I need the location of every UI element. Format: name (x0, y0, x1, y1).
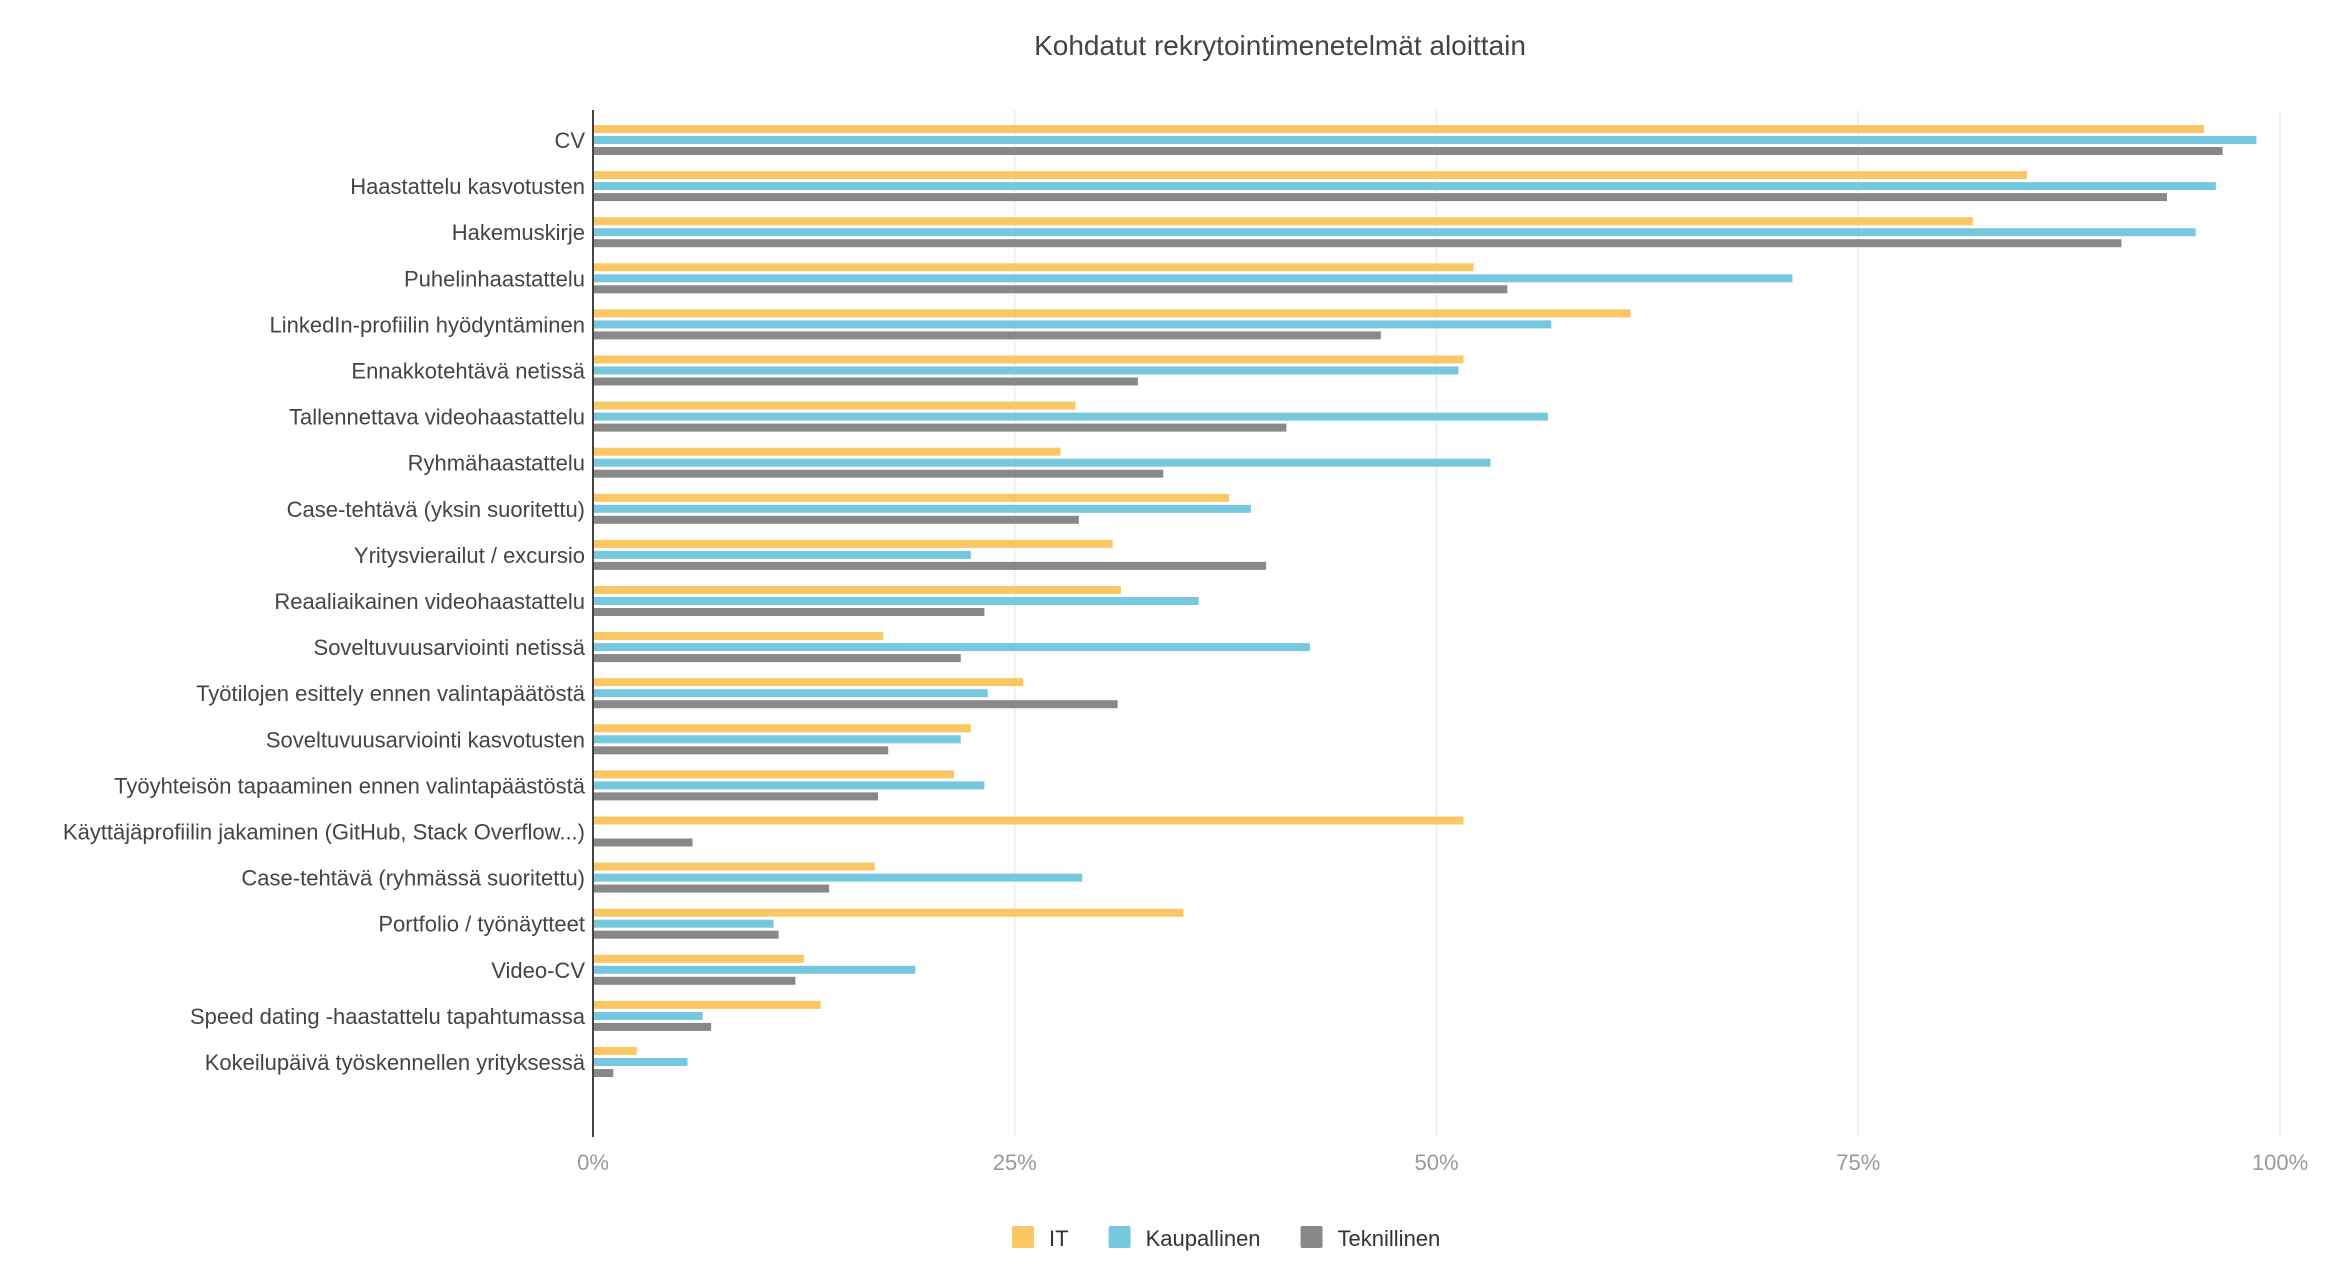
category-label: Käyttäjäprofiilin jakaminen (GitHub, Sta… (63, 820, 585, 845)
category-label: Ennakkotehtävä netissä (351, 359, 585, 384)
legend-item-teknillinen[interactable]: Teknillinen (1300, 1226, 1441, 1251)
bar-it-0 (594, 125, 2205, 133)
bar-kaupallinen-16 (594, 873, 1083, 882)
bar-it-16 (594, 862, 875, 871)
bar-it-15 (594, 816, 1464, 825)
category-label: Soveltuvuusarviointi netissä (314, 635, 586, 660)
bar-kaupallinen-17 (594, 919, 774, 928)
bar-teknillinen-1 (594, 193, 2167, 202)
legend-item-kaupallinen[interactable]: Kaupallinen (1108, 1226, 1261, 1251)
bar-teknillinen-20 (594, 1069, 614, 1077)
bar-teknillinen-6 (594, 423, 1287, 432)
category-label: Soveltuvuusarviointi kasvotusten (266, 727, 585, 752)
bar-it-9 (594, 539, 1113, 548)
bar-kaupallinen-6 (594, 412, 1548, 421)
bar-kaupallinen-2 (594, 228, 2196, 237)
bar-it-13 (594, 724, 971, 733)
bar-kaupallinen-11 (594, 643, 1310, 652)
bar-it-18 (594, 954, 804, 963)
x-tick-label: 100% (2252, 1150, 2308, 1175)
bar-kaupallinen-4 (594, 320, 1552, 329)
bar-it-2 (594, 217, 1973, 226)
bar-teknillinen-8 (594, 515, 1079, 524)
bar-it-8 (594, 493, 1229, 502)
bar-teknillinen-2 (594, 239, 2122, 248)
bar-teknillinen-13 (594, 746, 889, 755)
bar-it-5 (594, 355, 1464, 364)
bar-kaupallinen-0 (594, 136, 2257, 144)
bar-it-10 (594, 586, 1122, 594)
category-label: Haastattelu kasvotusten (350, 174, 585, 199)
category-label: Tallennettava videohaastattelu (289, 405, 585, 430)
category-label: Ryhmähaastattelu (408, 451, 585, 476)
bar-it-17 (594, 908, 1184, 917)
bar-teknillinen-17 (594, 930, 779, 939)
category-label: Speed dating -haastattelu tapahtumassa (190, 1004, 586, 1029)
bar-teknillinen-3 (594, 285, 1508, 294)
bar-teknillinen-0 (594, 147, 2223, 155)
bar-kaupallinen-9 (594, 550, 971, 559)
legend-swatch (1300, 1226, 1323, 1248)
bar-it-11 (594, 632, 884, 641)
bar-kaupallinen-13 (594, 735, 961, 744)
bar-it-12 (594, 678, 1024, 687)
chart-title: Kohdatut rekrytointimenetelmät aloittain (1034, 30, 1526, 61)
legend-swatch (1108, 1226, 1131, 1248)
bar-kaupallinen-18 (594, 965, 916, 974)
bar-kaupallinen-1 (594, 182, 2216, 191)
bar-kaupallinen-8 (594, 504, 1251, 513)
legend-label: IT (1049, 1226, 1069, 1251)
bar-teknillinen-5 (594, 377, 1138, 386)
bar-teknillinen-16 (594, 884, 830, 893)
bar-kaupallinen-3 (594, 274, 1793, 283)
bar-kaupallinen-19 (594, 1011, 703, 1020)
bar-it-1 (594, 171, 2027, 180)
bar-it-3 (594, 263, 1474, 272)
category-label: Video-CV (491, 958, 585, 983)
bar-kaupallinen-7 (594, 458, 1491, 467)
bar-teknillinen-9 (594, 561, 1267, 570)
x-tick-label: 0% (577, 1150, 609, 1175)
bar-it-7 (594, 447, 1061, 456)
bar-teknillinen-4 (594, 331, 1381, 340)
bar-kaupallinen-10 (594, 597, 1199, 605)
bar-teknillinen-18 (594, 976, 796, 985)
category-label: Reaaliaikainen videohaastattelu (274, 589, 585, 614)
bar-kaupallinen-14 (594, 781, 985, 790)
category-label: Kokeilupäivä työskennellen yrityksessä (205, 1050, 586, 1075)
category-label: LinkedIn-profiilin hyödyntäminen (269, 312, 585, 337)
legend-item-it[interactable]: IT (1012, 1226, 1069, 1251)
x-tick-label: 25% (993, 1150, 1037, 1175)
bar-it-6 (594, 401, 1076, 410)
category-label: Case-tehtävä (yksin suoritettu) (287, 497, 585, 522)
bar-teknillinen-14 (594, 792, 879, 801)
bar-kaupallinen-12 (594, 689, 988, 698)
bar-it-4 (594, 309, 1631, 318)
legend-label: Teknillinen (1338, 1226, 1441, 1251)
x-tick-label: 75% (1836, 1150, 1880, 1175)
bar-kaupallinen-5 (594, 366, 1459, 375)
bar-teknillinen-15 (594, 838, 693, 847)
bar-it-14 (594, 770, 955, 779)
category-label: Portfolio / työnäytteet (378, 912, 585, 937)
category-label: Työtilojen esittely ennen valintapäätöst… (196, 681, 586, 706)
bar-teknillinen-7 (594, 469, 1164, 478)
category-label: Puhelinhaastattelu (404, 266, 585, 291)
legend-label: Kaupallinen (1146, 1226, 1261, 1251)
legend-swatch (1012, 1226, 1034, 1248)
category-label: Case-tehtävä (ryhmässä suoritettu) (241, 866, 585, 891)
bar-it-19 (594, 1000, 821, 1009)
category-label: Yritysvierailut / excursio (354, 543, 585, 568)
bar-teknillinen-12 (594, 700, 1118, 709)
category-label: Työyhteisön tapaaminen ennen valintapääs… (114, 773, 586, 798)
bar-teknillinen-11 (594, 654, 961, 663)
bar-teknillinen-10 (594, 608, 985, 616)
bar-teknillinen-19 (594, 1022, 712, 1031)
x-tick-label: 50% (1414, 1150, 1458, 1175)
bar-it-20 (594, 1047, 637, 1055)
category-label: CV (554, 128, 585, 153)
category-label: Hakemuskirje (452, 220, 585, 245)
bar-kaupallinen-20 (594, 1058, 688, 1066)
